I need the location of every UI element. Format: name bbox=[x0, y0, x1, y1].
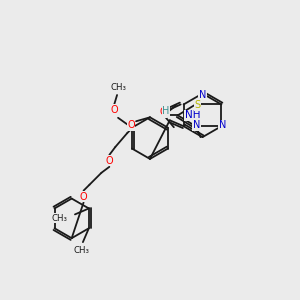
Text: O: O bbox=[110, 105, 118, 115]
Text: O: O bbox=[159, 107, 166, 117]
Text: NH: NH bbox=[185, 110, 200, 120]
Text: CH₃: CH₃ bbox=[74, 246, 90, 255]
Text: N: N bbox=[219, 120, 226, 130]
Text: N: N bbox=[199, 89, 206, 100]
Text: S: S bbox=[194, 100, 201, 110]
Text: CH₃: CH₃ bbox=[110, 82, 126, 91]
Text: O: O bbox=[80, 192, 87, 202]
Text: H: H bbox=[162, 106, 169, 116]
Text: O: O bbox=[106, 156, 113, 166]
Text: O: O bbox=[127, 120, 135, 130]
Text: CH₃: CH₃ bbox=[51, 214, 67, 223]
Text: N: N bbox=[193, 120, 200, 130]
